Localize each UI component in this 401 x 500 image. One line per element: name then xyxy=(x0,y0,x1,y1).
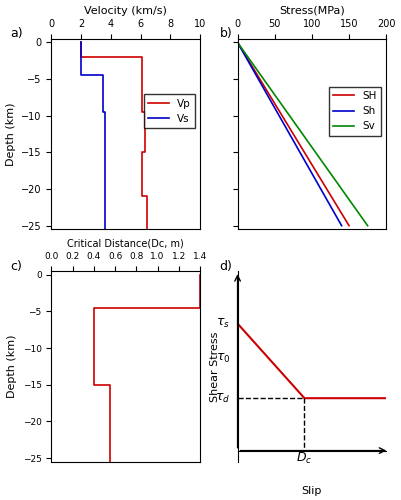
Text: $\tau_d$: $\tau_d$ xyxy=(215,392,230,404)
Legend: Vp, Vs: Vp, Vs xyxy=(144,94,195,128)
Text: $D_c$: $D_c$ xyxy=(296,450,313,466)
X-axis label: Critical Distance(Dc, m): Critical Distance(Dc, m) xyxy=(67,239,184,249)
X-axis label: Velocity (km/s): Velocity (km/s) xyxy=(84,6,167,16)
Text: Shear Stress: Shear Stress xyxy=(210,332,220,402)
Y-axis label: Depth (km): Depth (km) xyxy=(7,334,17,398)
Text: a): a) xyxy=(10,28,22,40)
Y-axis label: Depth (km): Depth (km) xyxy=(6,102,16,166)
Text: d): d) xyxy=(220,260,233,273)
Text: $\tau_s$: $\tau_s$ xyxy=(216,317,230,330)
Text: Slip: Slip xyxy=(302,486,322,496)
X-axis label: Stress(MPa): Stress(MPa) xyxy=(279,6,345,16)
Text: b): b) xyxy=(220,28,233,40)
Legend: SH, Sh, Sv: SH, Sh, Sv xyxy=(329,87,381,136)
Text: $\tau_0$: $\tau_0$ xyxy=(216,352,230,365)
Text: c): c) xyxy=(10,260,22,273)
